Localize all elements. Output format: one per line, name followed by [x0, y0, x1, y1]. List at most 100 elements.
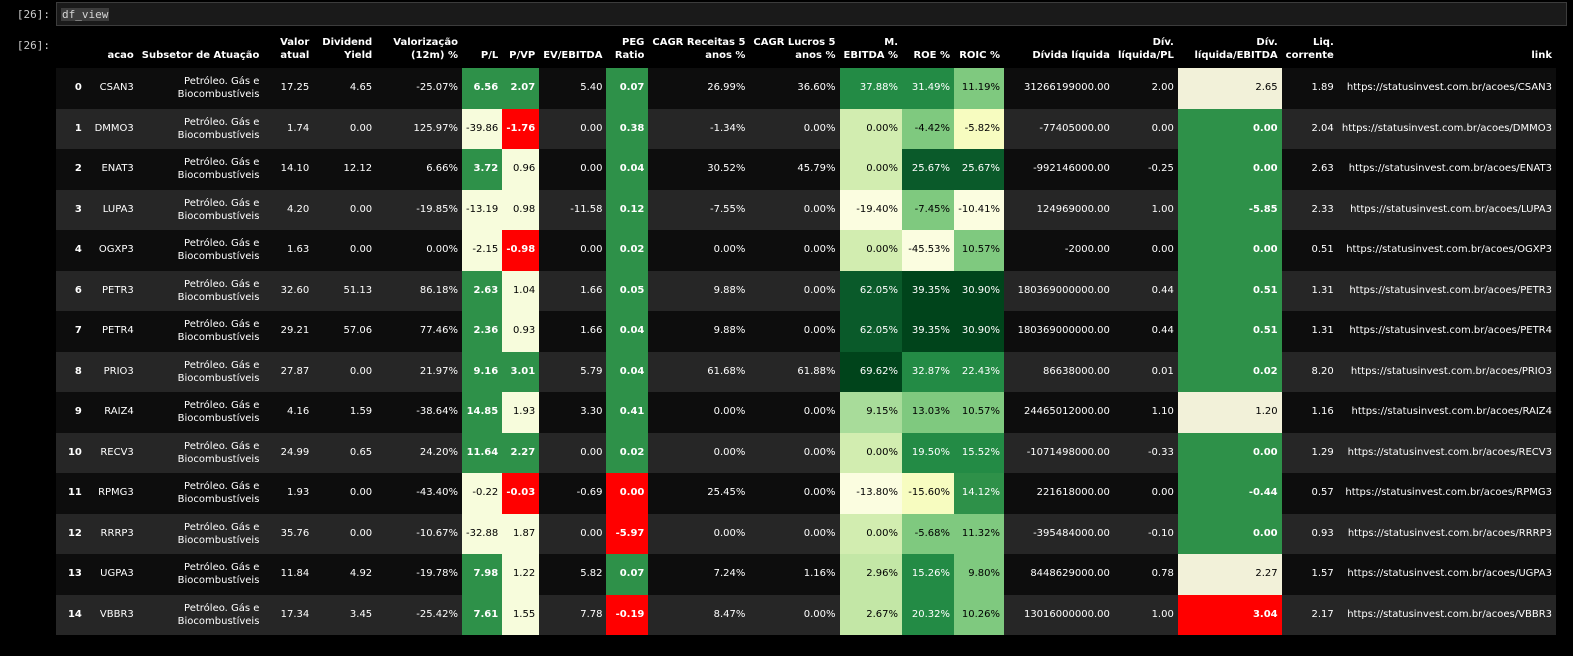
cell-divebitda: 0.02: [1177, 351, 1282, 392]
cell-divebitda: 0.51: [1177, 311, 1282, 352]
cell-valor: 35.76: [263, 513, 314, 554]
cell-mebitda: -19.40%: [839, 189, 903, 230]
cell-divebitda: 0.00: [1177, 432, 1282, 473]
cell-div: 13016000000.00: [1003, 594, 1114, 635]
cell-idx: 8: [56, 351, 86, 392]
cell-acao: PETR3: [85, 270, 138, 311]
cell-div: -77405000.00: [1003, 108, 1114, 149]
cell-pvp: 0.96: [502, 149, 540, 190]
cell-divpl: -0.33: [1113, 432, 1178, 473]
cell-roe: 25.67%: [902, 149, 954, 190]
cell-pvp: 2.27: [502, 432, 540, 473]
cell-cagr_l: 0.00%: [749, 189, 840, 230]
cell-link: https://statusinvest.com.br/acoes/ENAT3: [1337, 149, 1556, 190]
cell-sub: Petróleo. Gás e Biocombustíveis: [137, 68, 264, 109]
cell-sub: Petróleo. Gás e Biocombustíveis: [137, 513, 264, 554]
cell-pvp: 2.07: [502, 68, 540, 109]
code-cell[interactable]: df_view: [56, 2, 1567, 26]
cell-cagr_r: 0.00%: [648, 230, 750, 271]
cell-liq: 1.57: [1281, 554, 1338, 595]
cell-divpl: 1.00: [1113, 189, 1178, 230]
cell-pvp: 0.98: [502, 189, 540, 230]
cell-valor: 4.16: [263, 392, 314, 433]
cell-pvp: 1.87: [502, 513, 540, 554]
cell-idx: 2: [56, 149, 86, 190]
column-header-acao: acao: [107, 50, 134, 61]
cell-link: https://statusinvest.com.br/acoes/VBBR3: [1337, 594, 1556, 635]
cell-sub: Petróleo. Gás e Biocombustíveis: [137, 270, 264, 311]
cell-pvp: -0.03: [502, 473, 540, 514]
cell-val12: 125.97%: [376, 108, 462, 149]
cell-mebitda: 0.00%: [839, 108, 903, 149]
cell-cagr_l: 0.00%: [749, 108, 840, 149]
cell-dy: 0.00: [313, 108, 377, 149]
cell-pl: -2.15: [461, 230, 503, 271]
cell-liq: 2.04: [1281, 108, 1338, 149]
cell-cagr_r: 9.88%: [648, 270, 750, 311]
code-text[interactable]: df_view: [61, 8, 110, 21]
cell-roic: 14.12%: [954, 473, 1004, 514]
table-header-row: acao Subsetor de Atuação Valor atual Dividen…: [56, 34, 1556, 68]
column-header-div: Dívida líquida: [1032, 50, 1110, 61]
cell-div: 124969000.00: [1003, 189, 1114, 230]
table-row: 8 PRIO3 Petróleo. Gás e Biocombustíveis 27.…: [56, 351, 1556, 392]
table-row: 2 ENAT3 Petróleo. Gás e Biocombustíveis 14.…: [56, 149, 1556, 190]
cell-valor: 29.21: [263, 311, 314, 352]
cell-roic: -5.82%: [954, 108, 1004, 149]
cell-roic: 11.32%: [954, 513, 1004, 554]
cell-peg: 0.04: [606, 149, 649, 190]
cell-pl: 7.61: [461, 594, 503, 635]
cell-peg: 0.02: [606, 230, 649, 271]
cell-acao: CSAN3: [85, 68, 138, 109]
cell-acao: PRIO3: [85, 351, 138, 392]
cell-cagr_r: 26.99%: [648, 68, 750, 109]
cell-val12: 86.18%: [376, 270, 462, 311]
cell-cagr_r: -7.55%: [648, 189, 750, 230]
cell-ev: 5.79: [539, 351, 607, 392]
cell-div: -2000.00: [1003, 230, 1114, 271]
cell-roic: 11.19%: [954, 68, 1004, 109]
column-header-valor: Valor atual: [280, 37, 310, 61]
column-header-roic: ROIC %: [959, 50, 1000, 61]
cell-val12: -43.40%: [376, 473, 462, 514]
cell-idx: 10: [56, 432, 86, 473]
column-header-peg: PEG Ratio: [614, 37, 645, 61]
cell-link: https://statusinvest.com.br/acoes/PRIO3: [1337, 351, 1556, 392]
cell-pvp: -0.98: [502, 230, 540, 271]
cell-div: -1071498000.00: [1003, 432, 1114, 473]
cell-cagr_l: 1.16%: [749, 554, 840, 595]
cell-val12: 0.00%: [376, 230, 462, 271]
cell-acao: VBBR3: [85, 594, 138, 635]
cell-divpl: 1.10: [1113, 392, 1178, 433]
column-header-liq: Liq. corrente: [1285, 37, 1334, 61]
cell-pvp: 0.93: [502, 311, 540, 352]
cell-peg: 0.07: [606, 554, 649, 595]
cell-idx: 6: [56, 270, 86, 311]
cell-liq: 1.31: [1281, 270, 1338, 311]
cell-divebitda: 2.65: [1177, 68, 1282, 109]
input-prompt: [26]:: [16, 8, 50, 21]
cell-link: https://statusinvest.com.br/acoes/RRRP3: [1337, 513, 1556, 554]
cell-val12: 77.46%: [376, 311, 462, 352]
cell-mebitda: 9.15%: [839, 392, 903, 433]
cell-peg: 0.38: [606, 108, 649, 149]
cell-link: https://statusinvest.com.br/acoes/UGPA3: [1337, 554, 1556, 595]
cell-pvp: 3.01: [502, 351, 540, 392]
cell-acao: OGXP3: [85, 230, 138, 271]
cell-acao: PETR4: [85, 311, 138, 352]
cell-sub: Petróleo. Gás e Biocombustíveis: [137, 432, 264, 473]
cell-acao: ENAT3: [85, 149, 138, 190]
cell-divebitda: 2.27: [1177, 554, 1282, 595]
table-row: 7 PETR4 Petróleo. Gás e Biocombustíveis 29.…: [56, 311, 1556, 352]
cell-cagr_l: 45.79%: [749, 149, 840, 190]
cell-acao: RECV3: [85, 432, 138, 473]
cell-divpl: 0.00: [1113, 230, 1178, 271]
column-header-idx: [56, 34, 86, 68]
cell-mebitda: 0.00%: [839, 149, 903, 190]
cell-valor: 1.63: [263, 230, 314, 271]
cell-dy: 51.13: [313, 270, 377, 311]
cell-valor: 11.84: [263, 554, 314, 595]
cell-sub: Petróleo. Gás e Biocombustíveis: [137, 351, 264, 392]
cell-acao: RPMG3: [85, 473, 138, 514]
cell-peg: 0.41: [606, 392, 649, 433]
